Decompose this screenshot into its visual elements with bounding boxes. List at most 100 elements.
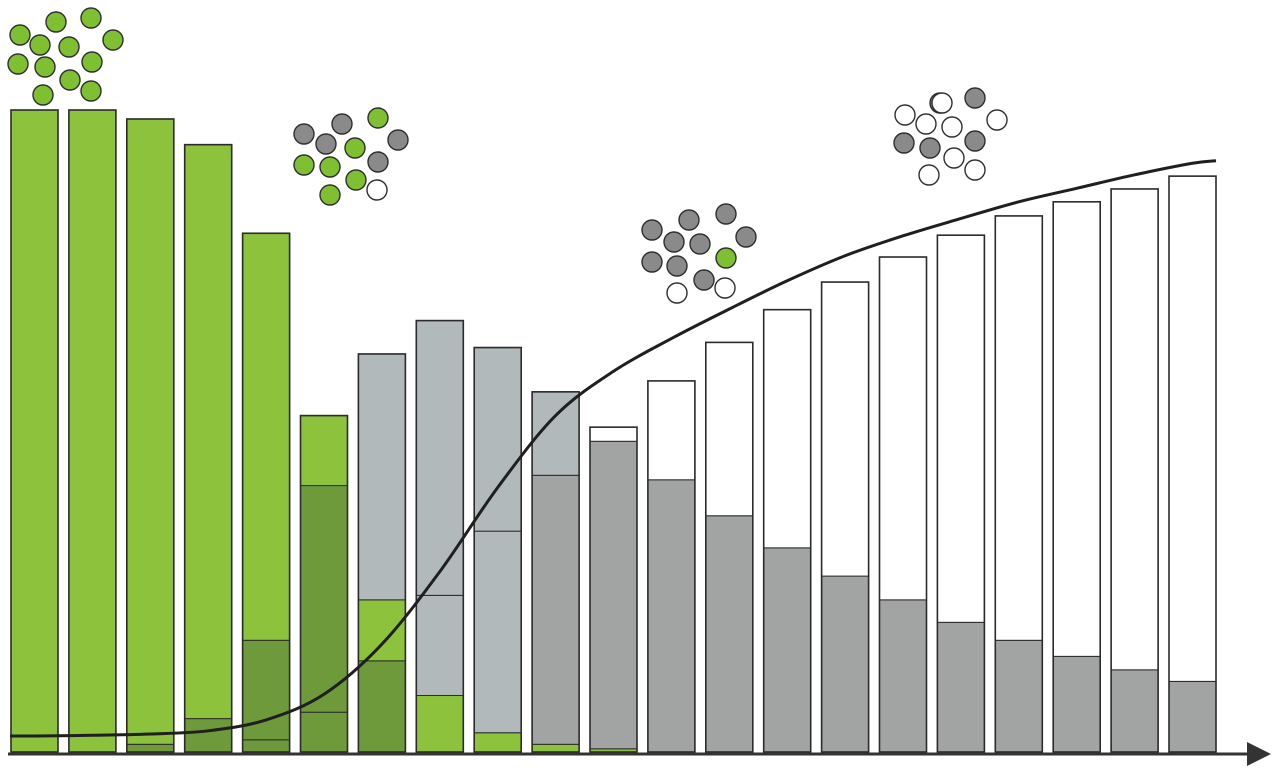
dot-white — [894, 104, 916, 126]
bar-8 — [415, 319, 465, 753]
bar-18 — [994, 215, 1044, 753]
dot-white — [964, 159, 986, 181]
bar-8-segment-1 — [415, 695, 464, 753]
bar-13-segment-1 — [705, 515, 754, 753]
dot-cluster-2 — [293, 107, 409, 206]
bar-1-segment-1 — [10, 109, 59, 753]
bar-10 — [531, 391, 580, 753]
bar-9 — [473, 346, 523, 753]
bar-19-segment-2 — [1052, 201, 1101, 657]
bar-20-outline — [1110, 188, 1159, 753]
bar-20-segment-2 — [1110, 188, 1159, 671]
bar-9-segment-2 — [473, 530, 522, 734]
curve-line — [9, 159, 1217, 738]
dot-gray — [666, 255, 688, 277]
bar-12-outline — [647, 380, 696, 753]
dot-cluster-4 — [893, 87, 1008, 186]
bar-13-outline — [704, 341, 754, 753]
dot-white — [931, 92, 953, 114]
dot-gray — [367, 151, 389, 173]
dot-gray — [693, 269, 715, 291]
x-axis — [8, 742, 1271, 766]
dot-cluster-3 — [641, 203, 757, 304]
bar-5-outline — [241, 232, 291, 753]
bar-11 — [589, 426, 638, 753]
bar-17-outline — [936, 234, 986, 753]
dot-gray — [735, 226, 757, 248]
dot-green — [80, 80, 102, 102]
dot-green — [80, 7, 102, 29]
bar-10-segment-2 — [531, 474, 580, 745]
bar-20 — [1110, 188, 1159, 753]
bar-12-segment-1 — [647, 479, 696, 753]
dot-gray — [641, 251, 663, 273]
bar-1 — [10, 109, 59, 753]
bar-17-segment-1 — [936, 621, 985, 753]
dot-green — [34, 56, 56, 78]
dot-green — [345, 169, 367, 191]
dot-green — [715, 247, 737, 269]
dot-green — [58, 36, 80, 58]
dot-green — [59, 69, 81, 91]
bar-4-segment-2 — [184, 144, 233, 720]
bar-21-segment-2 — [1168, 175, 1217, 682]
bar-2 — [68, 109, 117, 753]
bar-18-segment-2 — [994, 215, 1043, 641]
bar-19 — [1052, 201, 1101, 753]
bar-4-outline — [183, 143, 233, 753]
dot-clusters-group — [7, 7, 1008, 304]
bar-18-segment-1 — [994, 639, 1043, 753]
bar-19-outline — [1052, 201, 1101, 753]
bar-7 — [357, 353, 407, 753]
bar-7-segment-3 — [357, 353, 406, 601]
bar-6-segment-3 — [300, 415, 348, 487]
dot-gray — [387, 129, 409, 151]
dot-green — [293, 154, 315, 176]
bar-15-segment-1 — [821, 575, 870, 753]
bar-3 — [126, 118, 175, 753]
bar-14-segment-1 — [763, 547, 812, 753]
dot-white — [941, 116, 963, 138]
dot-gray — [663, 231, 685, 253]
bar-1-outline — [10, 109, 59, 753]
bar-21-outline — [1168, 175, 1217, 753]
bar-14 — [762, 308, 812, 753]
bar-13-segment-2 — [705, 341, 754, 517]
dot-white — [986, 109, 1008, 131]
bar-7-outline — [357, 353, 407, 753]
dot-gray — [315, 133, 337, 155]
dot-gray — [964, 87, 986, 109]
dot-green — [319, 184, 341, 206]
bars-group — [10, 109, 1217, 753]
bar-6-segment-2 — [300, 485, 348, 713]
bar-16-segment-2 — [879, 256, 927, 601]
bar-18-outline — [994, 215, 1044, 753]
bar-6-outline — [299, 414, 349, 753]
dot-gray — [919, 137, 941, 159]
bar-2-segment-1 — [68, 109, 117, 753]
dot-white — [366, 179, 388, 201]
dot-green — [32, 84, 54, 106]
bar-2-outline — [68, 109, 117, 753]
dot-white — [943, 147, 965, 169]
dot-gray — [641, 219, 663, 241]
bar-3-segment-2 — [126, 118, 175, 745]
bar-9-segment-3 — [473, 347, 522, 532]
dot-green — [81, 51, 103, 73]
dot-gray — [893, 132, 915, 154]
bar-11-segment-2 — [589, 440, 638, 750]
x-axis-arrow-icon — [1247, 742, 1271, 766]
bar-3-segment-1 — [126, 743, 175, 753]
bar-8-segment-3 — [415, 320, 464, 596]
dot-white — [714, 277, 736, 299]
bar-5 — [241, 232, 291, 753]
bar-21-segment-1 — [1168, 680, 1217, 753]
bar-11-segment-3 — [589, 426, 638, 442]
dot-gray — [331, 113, 353, 135]
bar-6-segment-1 — [300, 711, 348, 753]
curve-group — [9, 159, 1217, 738]
bar-5-segment-3 — [242, 232, 291, 641]
bar-3-outline — [126, 118, 175, 753]
bar-16-segment-1 — [879, 599, 927, 753]
dot-green — [319, 156, 341, 178]
